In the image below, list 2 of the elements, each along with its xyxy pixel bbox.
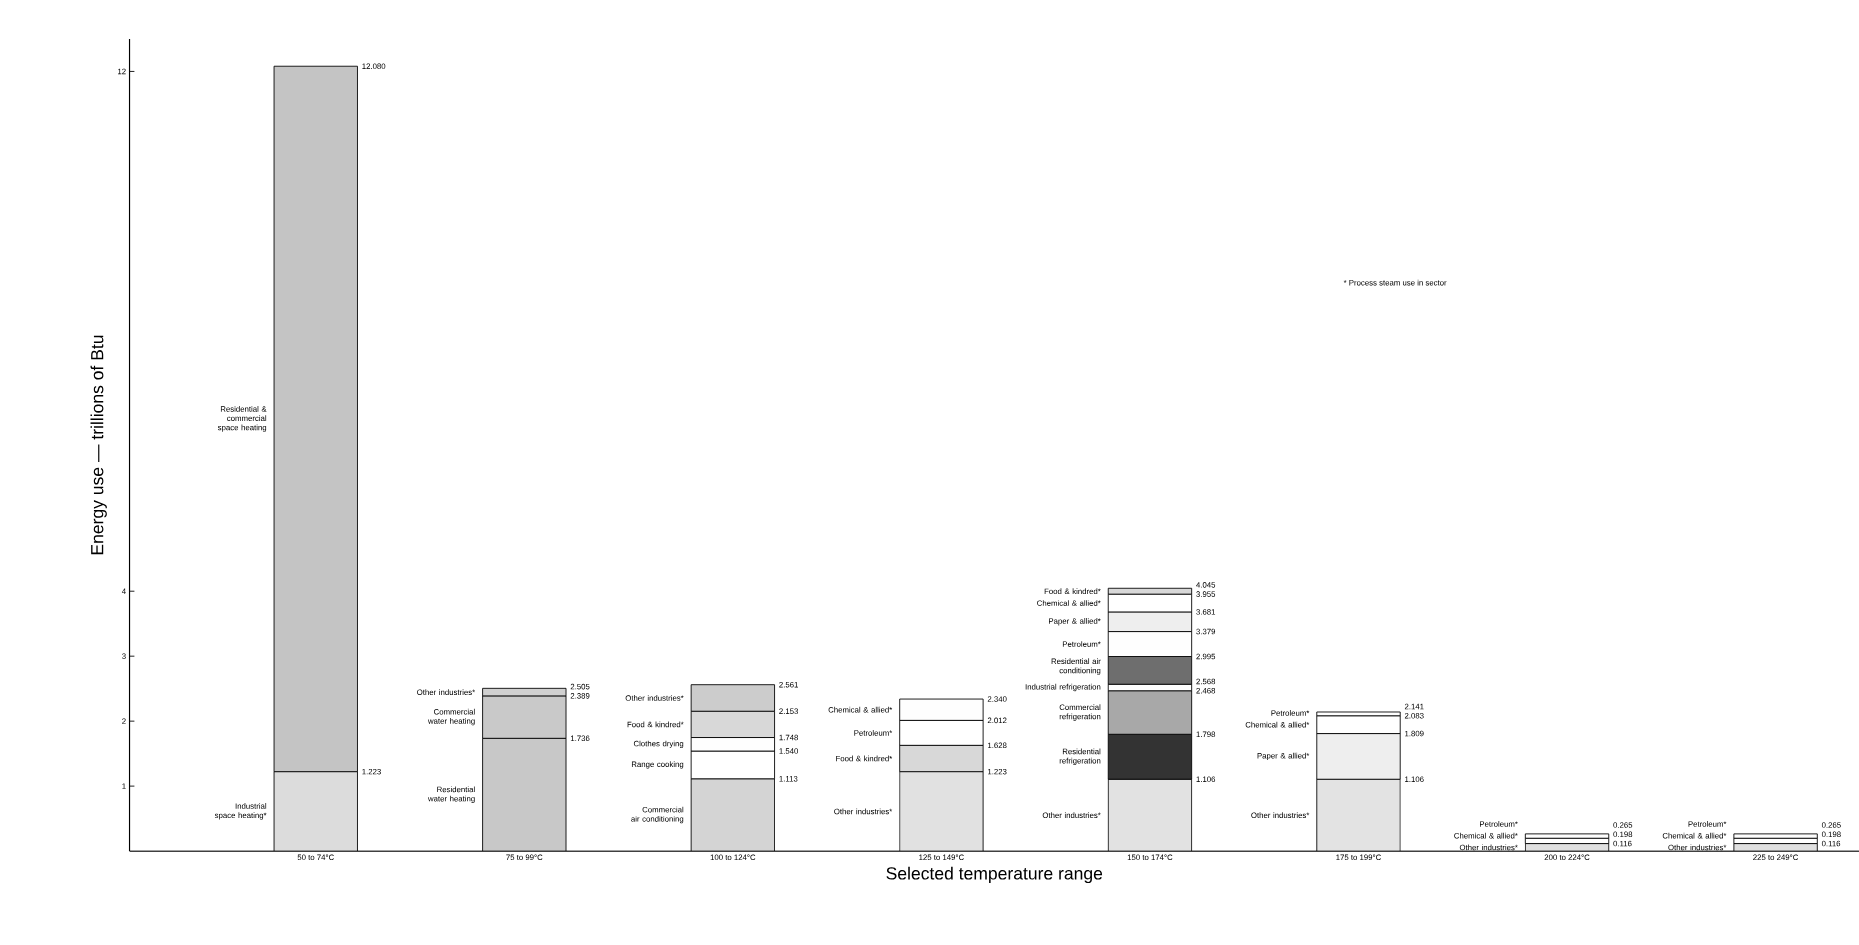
y-axis-title: Energy use — trillions of Btu [90,335,107,555]
x-axis-title: Selected temperature range [886,866,1103,884]
